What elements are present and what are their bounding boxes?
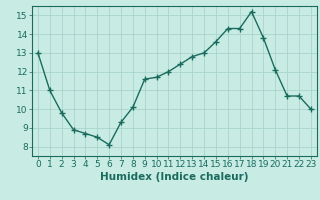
X-axis label: Humidex (Indice chaleur): Humidex (Indice chaleur) [100, 172, 249, 182]
